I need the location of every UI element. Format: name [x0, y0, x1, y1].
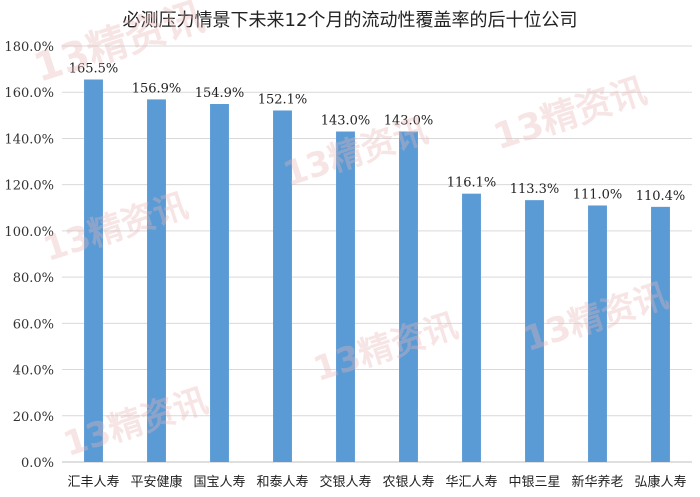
y-tick-label: 100.0%	[4, 225, 54, 240]
x-tick-label: 平安健康	[130, 474, 182, 490]
y-tick-label: 80.0%	[13, 271, 54, 286]
bar	[399, 131, 418, 462]
x-tick-label: 农银人寿	[382, 475, 434, 490]
x-tick-label: 交银人寿	[319, 474, 371, 490]
data-label: 165.5%	[69, 62, 119, 77]
y-tick-label: 160.0%	[4, 86, 54, 101]
y-tick-label: 60.0%	[13, 317, 54, 332]
bar	[147, 99, 166, 463]
y-tick-label: 140.0%	[4, 132, 54, 147]
x-tick-label: 弘康人寿	[634, 474, 686, 490]
bar	[273, 110, 292, 462]
data-label: 152.1%	[258, 92, 308, 107]
data-label: 116.1%	[447, 176, 497, 191]
x-tick-label: 华汇人寿	[445, 475, 497, 490]
bar	[462, 193, 481, 462]
bar	[588, 205, 607, 462]
bar	[336, 131, 355, 462]
data-label: 113.3%	[510, 182, 560, 197]
bar	[525, 200, 544, 462]
data-label: 156.9%	[132, 81, 182, 96]
y-tick-label: 20.0%	[13, 410, 54, 425]
y-tick-label: 120.0%	[4, 179, 54, 194]
chart-title: 必测压力情景下未来12个月的流动性覆盖率的后十位公司	[122, 10, 578, 31]
data-label: 110.4%	[636, 189, 686, 204]
x-tick-label: 国宝人寿	[193, 475, 245, 490]
data-label: 154.9%	[195, 86, 245, 101]
x-tick-label: 和泰人寿	[256, 475, 308, 490]
x-tick-label: 新华养老	[571, 474, 623, 490]
y-tick-label: 180.0%	[4, 40, 54, 55]
bar	[84, 79, 103, 462]
data-label: 111.0%	[573, 187, 623, 202]
bar	[651, 206, 670, 462]
bar	[210, 104, 229, 463]
x-tick-label: 中银三星	[508, 475, 560, 490]
data-label: 143.0%	[321, 114, 371, 129]
x-tick-label: 汇丰人寿	[67, 475, 119, 490]
y-tick-label: 0.0%	[21, 456, 54, 471]
y-tick-label: 40.0%	[13, 364, 54, 379]
data-label: 143.0%	[384, 114, 434, 129]
